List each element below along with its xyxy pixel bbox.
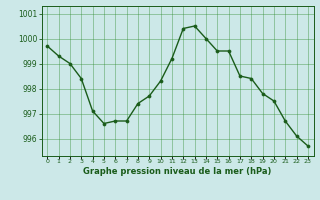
X-axis label: Graphe pression niveau de la mer (hPa): Graphe pression niveau de la mer (hPa) <box>84 167 272 176</box>
